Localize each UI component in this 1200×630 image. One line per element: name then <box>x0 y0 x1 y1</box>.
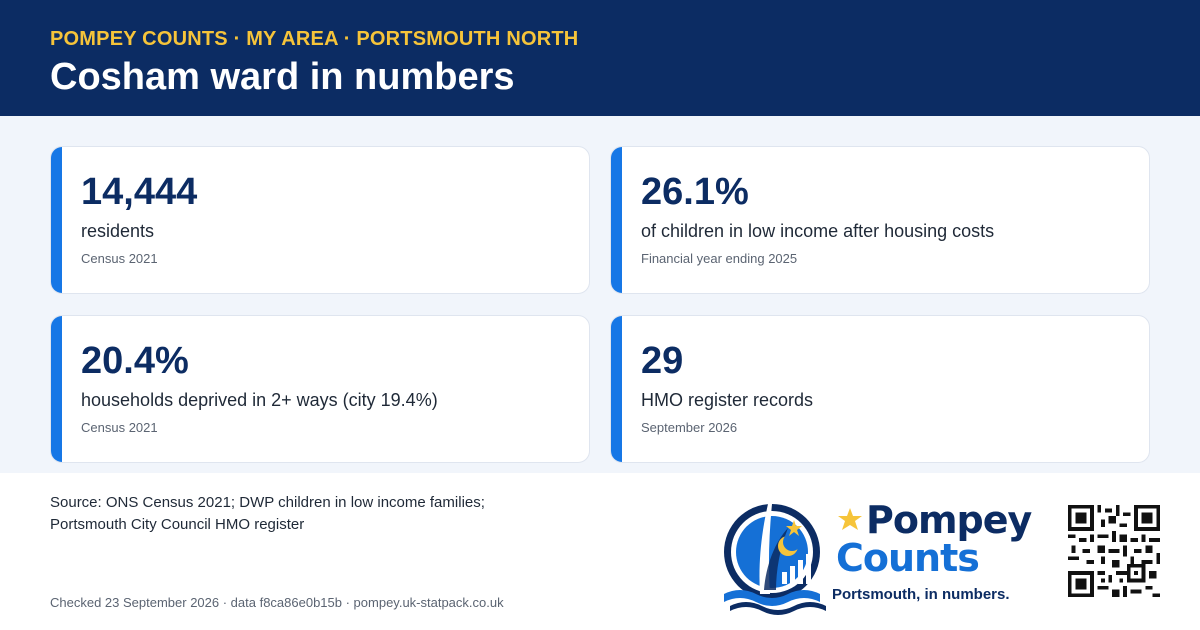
stat-card-child-poverty: 26.1% of children in low income after ho… <box>610 146 1150 294</box>
stat-value: 20.4% <box>81 340 189 382</box>
stat-source-note: Financial year ending 2025 <box>641 251 798 266</box>
spinnaker-tower-logo-icon <box>724 504 826 615</box>
stat-card-deprivation: 20.4% households deprived in 2+ ways (ci… <box>50 315 590 463</box>
logo-wordmark-bottom: Counts <box>836 536 980 580</box>
stat-label: HMO register records <box>641 390 814 410</box>
accent-bar <box>51 316 62 462</box>
page-title: Cosham ward in numbers <box>50 56 515 98</box>
stat-label: households deprived in 2+ ways (city 19.… <box>81 390 438 410</box>
accent-bar <box>51 147 62 293</box>
stat-source-note: Census 2021 <box>81 251 158 266</box>
stat-value: 26.1% <box>641 171 749 213</box>
stat-label: residents <box>81 221 155 241</box>
logo-tagline: Portsmouth, in numbers. <box>832 586 1010 603</box>
pompey-counts-logo: Pompey Counts Portsmouth, in numbers. <box>720 490 1040 615</box>
star-icon <box>786 520 802 536</box>
source-line: Portsmouth City Council HMO register <box>50 516 305 533</box>
stat-source-note: Census 2021 <box>81 420 158 435</box>
stat-card-hmo: 29 HMO register records September 2026 <box>610 315 1150 463</box>
accent-bar <box>611 316 622 462</box>
logo-star-icon <box>838 508 862 530</box>
accent-bar <box>611 147 622 293</box>
breadcrumb: POMPEY COUNTS · MY AREA · PORTSMOUTH NOR… <box>50 28 579 50</box>
stat-value: 14,444 <box>81 171 198 213</box>
footer-meta: Checked 23 September 2026 · data f8ca86e… <box>50 595 504 610</box>
logo-wordmark-top: Pompey <box>866 498 1032 542</box>
qr-code-icon <box>1068 505 1160 597</box>
source-line: Source: ONS Census 2021; DWP children in… <box>50 494 485 511</box>
stat-label: of children in low income after housing … <box>641 221 995 241</box>
stat-card-residents: 14,444 residents Census 2021 <box>50 146 590 294</box>
header-banner: POMPEY COUNTS · MY AREA · PORTSMOUTH NOR… <box>0 0 1200 116</box>
source-citation: Source: ONS Census 2021; DWP children in… <box>50 492 650 536</box>
stat-source-note: September 2026 <box>641 420 738 435</box>
crescent-icon <box>778 533 801 556</box>
stat-value: 29 <box>641 340 684 382</box>
